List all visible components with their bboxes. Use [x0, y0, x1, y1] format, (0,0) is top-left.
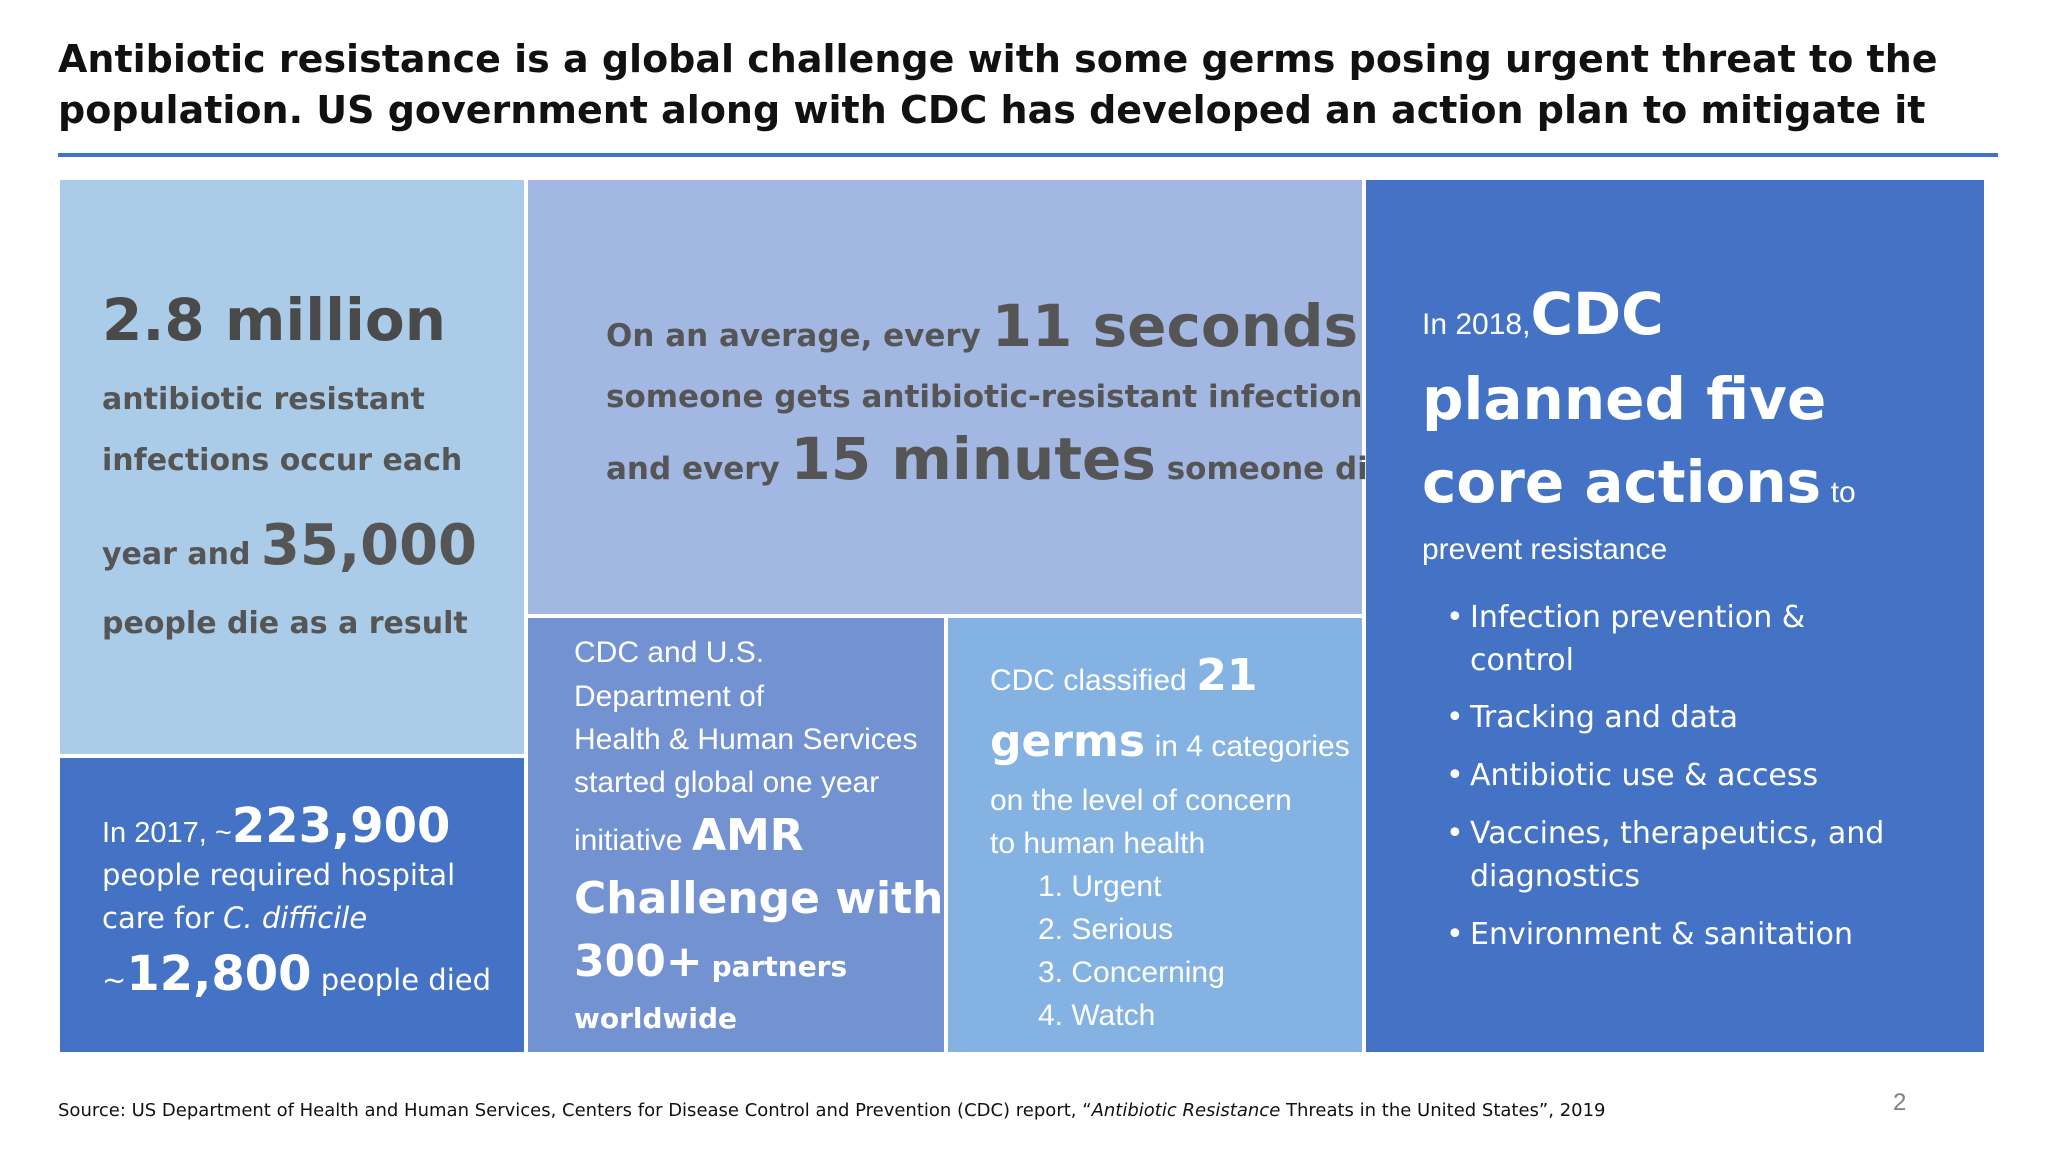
actions-cdc: CDC	[1530, 280, 1664, 348]
hospital-line-2: people required hospital	[102, 858, 456, 892]
hospital-line-3: care for C. difficile	[102, 901, 367, 935]
action-bullet-4-cont: diagnostics	[1470, 859, 1641, 894]
amr-initiative-text: initiative	[574, 824, 683, 857]
actions-line-4: prevent resistance	[1422, 533, 1668, 566]
seconds-line-2: someone gets antibiotic-resistant infect…	[606, 379, 1363, 415]
action-bullet-5: Environment & sanitation	[1446, 913, 1853, 956]
action-bullet-1: Infection prevention &	[1446, 596, 1805, 639]
action-bullet-4: Vaccines, therapeutics, and	[1446, 812, 1884, 855]
infections-line-3-text: year and	[102, 537, 251, 572]
hospital-pathogen: C. difficile	[223, 901, 368, 935]
amr-line-2: Department of	[574, 680, 765, 713]
panel-amr-challenge: CDC and U.S. Department of Health & Huma…	[528, 618, 944, 1052]
page-title: Antibiotic resistance is a global challe…	[58, 37, 1938, 132]
panel-seconds: On an average, every 11 seconds someone …	[528, 180, 1407, 614]
source-text-post: Threats in the United States”, 2019	[1280, 1100, 1606, 1121]
panel-core-actions: In 2018,CDC planned five core actions to…	[1366, 180, 1984, 1052]
seconds-line-1: On an average, every 11 seconds	[606, 292, 1358, 360]
amr-line-3: Health & Human Services	[574, 723, 918, 756]
amr-partners-text: partners	[711, 950, 848, 983]
hospital-tilde: ~	[102, 963, 127, 997]
germ-category-2: 2. Serious	[1038, 913, 1174, 946]
hospital-line-3-text: care for	[102, 901, 214, 935]
amr-line-5: initiative AMR	[574, 810, 804, 861]
seconds-line-3: and every 15 minutes someone dies	[606, 425, 1407, 493]
germs-count: 21	[1196, 650, 1258, 701]
infections-line-3: year and 35,000	[102, 513, 477, 578]
amr-challenge: Challenge with	[574, 873, 944, 924]
hospital-line-1: In 2017, ~223,900	[102, 798, 450, 854]
infections-line-2: infections occur each	[102, 443, 463, 478]
minutes-value: 15 minutes	[790, 425, 1156, 493]
panel-hospital: In 2017, ~223,900 people required hospit…	[60, 758, 524, 1052]
germs-classified-text: CDC classified	[990, 664, 1187, 697]
amr-line-8: worldwide	[574, 1002, 738, 1035]
amr-name: AMR	[691, 810, 804, 861]
germ-category-1: 1. Urgent	[1038, 870, 1162, 903]
actions-core: core actions	[1422, 448, 1822, 516]
amr-line-4: started global one year	[574, 766, 880, 799]
hospital-line-4-text: people died	[320, 963, 491, 997]
germs-line-2: germs in 4 categories	[990, 716, 1350, 767]
infections-line-4: people die as a result	[102, 606, 468, 641]
infections-count: 2.8 million	[102, 286, 447, 354]
hospital-deaths: 12,800	[126, 946, 312, 1002]
source-note: Source: US Department of Health and Huma…	[58, 1100, 1606, 1121]
amr-partners-count: 300+	[574, 936, 703, 987]
seconds-line-1-text: On an average, every	[606, 318, 981, 354]
source-text-pre: Source: US Department of Health and Huma…	[58, 1100, 1092, 1121]
panel-germ-categories: CDC classified 21 germs in 4 categories …	[948, 618, 1362, 1052]
hospital-count: 223,900	[231, 798, 451, 854]
actions-line-1: In 2018,CDC	[1422, 280, 1664, 348]
actions-to: to	[1830, 476, 1856, 509]
hospital-line-4: ~12,800 people died	[102, 946, 491, 1002]
amr-line-1: CDC and U.S.	[574, 636, 765, 669]
germ-category-4: 4. Watch	[1038, 999, 1156, 1032]
germs-categories-text: in 4 categories	[1154, 730, 1350, 763]
hospital-line-1-text: In 2017, ~	[102, 817, 232, 849]
actions-line-2: planned five	[1422, 365, 1827, 433]
actions-line-3: core actions to	[1422, 448, 1856, 516]
germs-line-3: on the level of concern	[990, 784, 1292, 817]
germ-category-3: 3. Concerning	[1038, 956, 1225, 989]
amr-line-7: 300+ partners	[574, 936, 847, 987]
actions-year-text: In 2018,	[1422, 308, 1531, 341]
page-number: 2	[1893, 1089, 1907, 1116]
germs-line-1: CDC classified 21	[990, 650, 1258, 701]
panel-infections: 2.8 million antibiotic resistant infecti…	[60, 180, 524, 754]
source-text-em: Antibiotic Resistance	[1091, 1100, 1281, 1121]
action-bullet-3: Antibiotic use & access	[1446, 754, 1818, 797]
seconds-line-3-pre: and every	[606, 451, 780, 487]
title-underline	[58, 153, 1998, 157]
seconds-value: 11 seconds	[991, 292, 1359, 360]
action-bullet-2: Tracking and data	[1446, 696, 1738, 739]
germs-word: germs	[990, 716, 1146, 767]
germs-line-4: to human health	[990, 827, 1206, 860]
infections-line-1: antibiotic resistant	[102, 382, 425, 417]
action-bullet-1-cont: control	[1470, 643, 1574, 678]
deaths-count: 35,000	[260, 513, 478, 578]
